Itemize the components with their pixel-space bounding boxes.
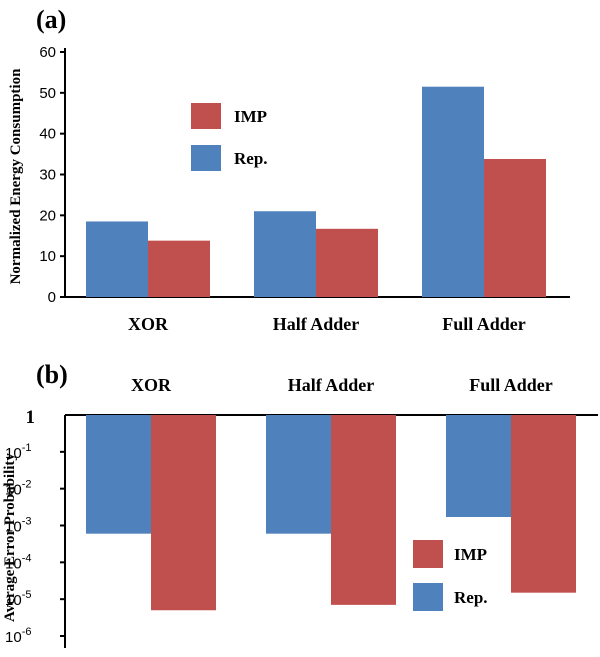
bar-a-imp-1 xyxy=(316,228,378,297)
y-tick-label-a: 60 xyxy=(39,44,56,61)
legend-swatch-b xyxy=(413,540,443,568)
legend-label-b: IMP xyxy=(454,545,487,564)
y-axis-label-a: Normalized Energy Consumption xyxy=(8,68,24,284)
bar-b-rep-2 xyxy=(446,415,511,518)
bar-a-rep-1 xyxy=(254,211,316,297)
y-tick-label-b: 10-5 xyxy=(5,589,31,609)
category-label-b: Half Adder xyxy=(288,375,375,395)
y-tick-label-a: 30 xyxy=(39,167,56,184)
y-tick-label-a: 50 xyxy=(39,85,56,102)
y-axis-label-b: Average Error Probability xyxy=(2,453,18,622)
y-tick-label-b: 10-1 xyxy=(5,442,31,462)
y-tick-label-a: 10 xyxy=(39,248,56,265)
bar-b-imp-1 xyxy=(331,415,396,605)
panel-label-b: (b) xyxy=(36,360,68,389)
bar-a-imp-0 xyxy=(148,240,210,297)
legend-label-a: IMP xyxy=(234,107,267,126)
bar-a-imp-2 xyxy=(484,158,546,297)
y-tick-label-a: 20 xyxy=(39,207,56,224)
bar-b-imp-0 xyxy=(151,415,216,611)
y-tick-label-b: 1 xyxy=(26,407,36,428)
bar-b-imp-2 xyxy=(511,415,576,593)
legend-label-b: Rep. xyxy=(454,588,488,607)
legend-swatch-b xyxy=(413,583,443,611)
category-label-b: Full Adder xyxy=(469,375,553,395)
bar-a-rep-2 xyxy=(422,86,484,297)
legend-swatch-a xyxy=(191,145,221,171)
chart-a: (a) Normalized Energy Consumption 0 10 20 30 4… xyxy=(8,5,570,334)
category-label-a: Half Adder xyxy=(273,314,360,334)
y-tick-label-b: 10-6 xyxy=(5,626,31,646)
category-label-a: XOR xyxy=(128,314,169,334)
category-label-b: XOR xyxy=(131,375,172,395)
chart-b: (b) Average Error Probability 1 10-1 10-2 10-… xyxy=(2,360,598,648)
y-tick-label-b: 10-4 xyxy=(5,552,31,572)
category-label-a: Full Adder xyxy=(442,314,526,334)
bar-b-rep-1 xyxy=(266,415,331,534)
bar-b-rep-0 xyxy=(86,415,151,534)
y-tick-label-a: 40 xyxy=(39,126,56,143)
bar-a-rep-0 xyxy=(86,221,148,297)
panel-label-a: (a) xyxy=(36,5,66,34)
y-tick-label-b: 10-2 xyxy=(5,479,31,499)
y-tick-label-a: 0 xyxy=(48,289,56,306)
legend-swatch-a xyxy=(191,103,221,129)
legend-label-a: Rep. xyxy=(234,149,268,168)
y-tick-label-b: 10-3 xyxy=(5,516,31,536)
